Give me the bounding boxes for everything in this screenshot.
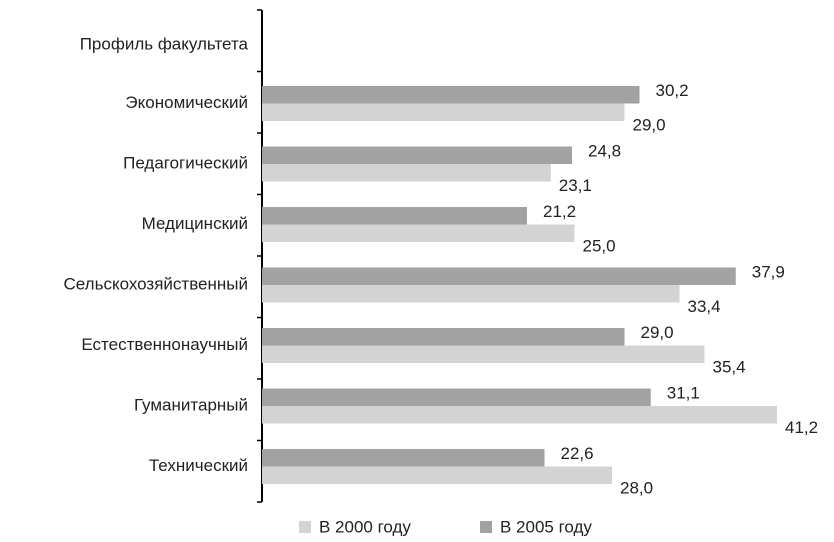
value-label: 30,2 <box>656 81 689 100</box>
value-label: 28,0 <box>620 478 653 497</box>
axis-title: Профиль факультета <box>80 34 249 53</box>
bar <box>262 388 651 406</box>
category-label: Сельскохозяйственный <box>64 274 248 293</box>
value-label: 23,1 <box>559 176 592 195</box>
value-label: 29,0 <box>633 115 666 134</box>
value-label: 29,0 <box>641 323 674 342</box>
category-label: Гуманитарный <box>134 395 248 414</box>
legend-swatch <box>480 521 492 533</box>
bar <box>262 328 625 346</box>
bar <box>262 285 680 303</box>
value-label: 33,4 <box>688 297 721 316</box>
category-label: Медицинский <box>142 214 248 233</box>
category-label: Педагогический <box>123 153 248 172</box>
bar <box>262 103 625 121</box>
bar <box>262 86 640 104</box>
bar <box>262 345 705 363</box>
category-label: Технический <box>149 456 248 475</box>
bar <box>262 406 777 424</box>
legend-swatch <box>299 521 311 533</box>
value-label: 41,2 <box>785 418 818 437</box>
value-label: 37,9 <box>752 263 785 282</box>
value-label: 25,0 <box>583 236 616 255</box>
bar <box>262 146 572 164</box>
value-label: 31,1 <box>667 384 700 403</box>
value-label: 24,8 <box>588 142 621 161</box>
bar <box>262 224 575 242</box>
legend-label: В 2000 году <box>319 517 411 536</box>
bar <box>262 164 551 182</box>
category-label: Естественнонаучный <box>81 335 248 354</box>
bar <box>262 267 736 285</box>
value-label: 21,2 <box>543 202 576 221</box>
category-label: Экономический <box>125 93 248 112</box>
bar <box>262 207 527 225</box>
legend-label: В 2005 году <box>500 517 592 536</box>
value-label: 22,6 <box>561 444 594 463</box>
value-label: 35,4 <box>713 357 746 376</box>
bar <box>262 449 545 467</box>
bar <box>262 466 612 484</box>
